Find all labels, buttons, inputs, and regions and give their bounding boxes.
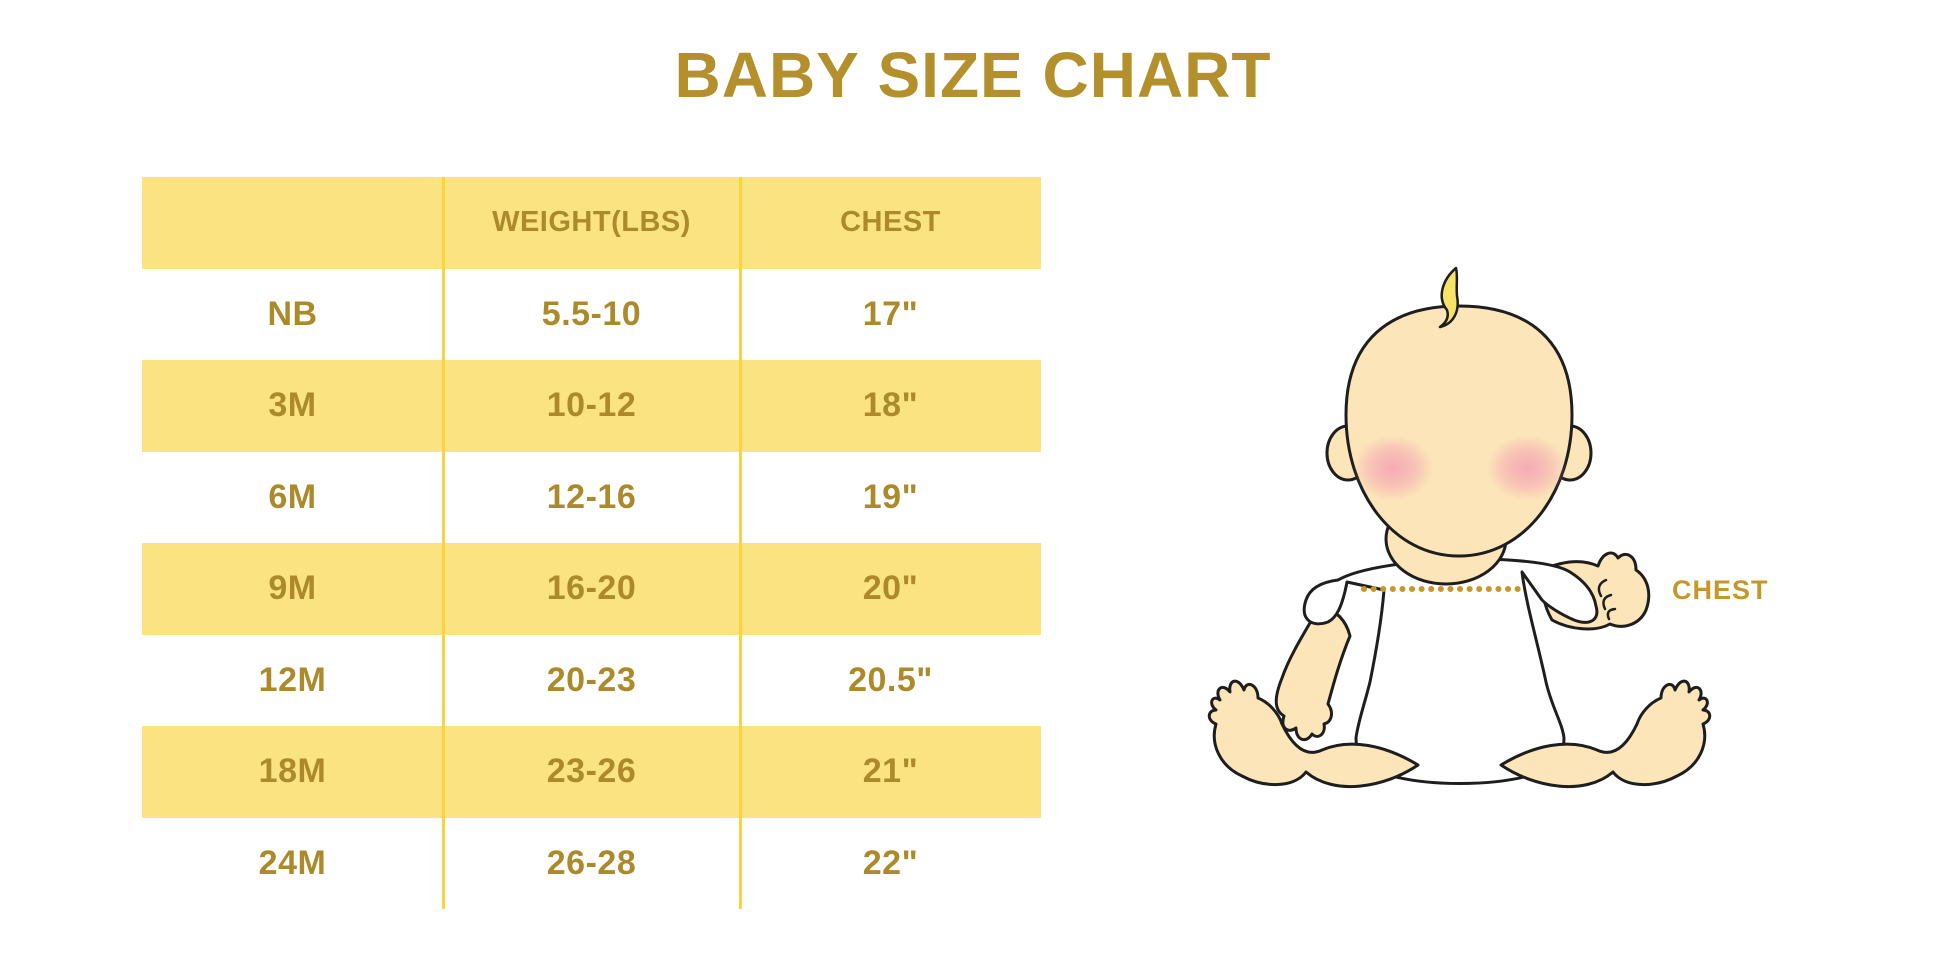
cell-size: NB <box>267 294 318 333</box>
baby-left-arm <box>1274 604 1352 742</box>
fist-knuckle-lines <box>1597 578 1617 621</box>
cell-weight: 23-26 <box>546 752 637 791</box>
baby-right-leg <box>1499 679 1712 789</box>
cell-size: 9M <box>268 569 317 608</box>
cell-chest: 18" <box>862 386 919 425</box>
page-title: BABY SIZE CHART <box>674 39 1272 111</box>
header-weight: WEIGHT(LBS) <box>492 206 691 239</box>
cell-weight: 10-12 <box>546 386 637 425</box>
cell-weight: 12-16 <box>546 477 637 516</box>
cell-size: 12M <box>258 660 327 699</box>
column-divider <box>442 177 445 909</box>
baby-left-leg <box>1207 679 1420 789</box>
baby-illustration-svg: CHEST <box>1207 266 1769 789</box>
table-row: 24M 26-28 22" <box>142 818 1041 910</box>
cell-chest: 17" <box>862 294 919 333</box>
table-row: 6M 12-16 19" <box>142 452 1041 544</box>
baby-blush-left <box>1353 435 1433 501</box>
cell-size: 3M <box>268 386 317 425</box>
cell-size: 6M <box>268 477 317 516</box>
cell-size: 18M <box>258 752 327 791</box>
header-size <box>142 177 443 269</box>
table-row: 9M 16-20 20" <box>142 543 1041 635</box>
baby-blush-right <box>1487 435 1567 501</box>
cell-weight: 16-20 <box>546 569 637 608</box>
baby-illustration: CHEST <box>1150 240 1850 880</box>
table-row: 18M 23-26 21" <box>142 726 1041 818</box>
cell-chest: 20.5" <box>848 660 933 699</box>
table-row: 3M 10-12 18" <box>142 360 1041 452</box>
cell-chest: 21" <box>862 752 919 791</box>
table-row: 12M 20-23 20.5" <box>142 635 1041 727</box>
table-header-row: WEIGHT(LBS) CHEST <box>142 177 1041 269</box>
table-row: NB 5.5-10 17" <box>142 269 1041 361</box>
column-divider <box>739 177 742 909</box>
cell-weight: 20-23 <box>546 660 637 699</box>
baby-hair-curl <box>1438 266 1459 329</box>
cell-size: 24M <box>258 843 327 882</box>
cell-chest: 19" <box>862 477 919 516</box>
header-chest: CHEST <box>840 206 941 239</box>
cell-weight: 26-28 <box>546 843 637 882</box>
size-table: WEIGHT(LBS) CHEST NB 5.5-10 17" 3M 10-12… <box>142 177 1041 909</box>
cell-weight: 5.5-10 <box>541 294 642 333</box>
cell-chest: 22" <box>862 843 919 882</box>
cell-chest: 20" <box>862 569 919 608</box>
chest-label: CHEST <box>1672 575 1769 605</box>
baby-head <box>1344 304 1574 558</box>
